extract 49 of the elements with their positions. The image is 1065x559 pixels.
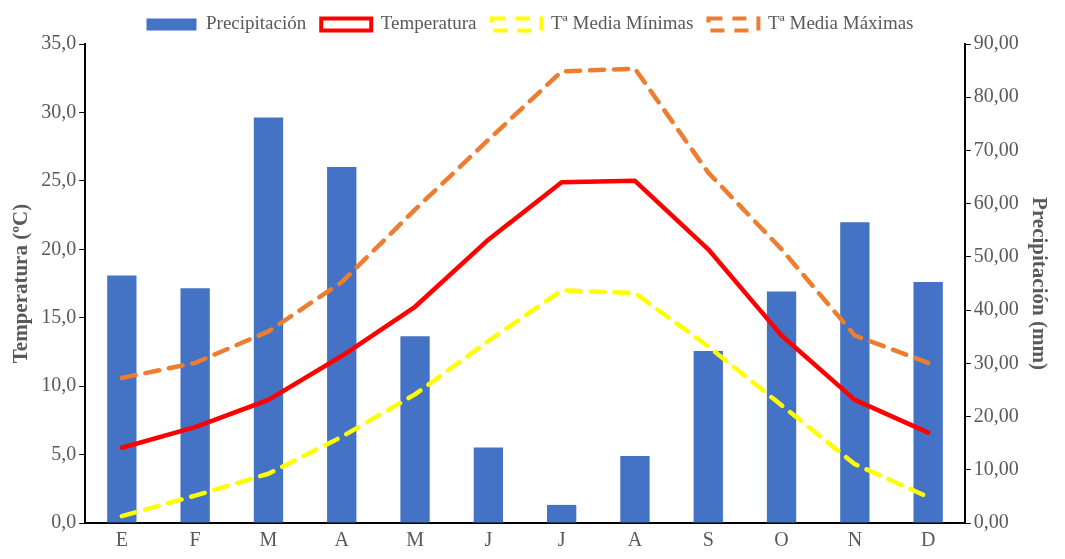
bar bbox=[546, 504, 577, 523]
x-tick-label: F bbox=[189, 528, 201, 551]
x-tick-label: S bbox=[702, 528, 714, 551]
x-tick-label: M bbox=[406, 528, 425, 551]
x-tick-label: A bbox=[627, 528, 643, 551]
x-tick-label: D bbox=[920, 528, 936, 551]
bar bbox=[473, 447, 504, 523]
y2-tick-label: 70,00 bbox=[973, 137, 1019, 160]
x-tick-label: E bbox=[115, 528, 128, 551]
y2-tick-label: 80,00 bbox=[973, 84, 1019, 107]
y-axis-title: Temperatura (ºC) bbox=[8, 203, 33, 364]
y2-axis-title: Precipitación (mm) bbox=[1027, 197, 1052, 370]
y-tick-label: 10,0 bbox=[41, 373, 77, 396]
y-tick-label: 15,0 bbox=[41, 304, 77, 327]
y-tick-label: 35,0 bbox=[41, 31, 77, 54]
y2-tick-label: 50,00 bbox=[973, 244, 1019, 267]
legend-label: Tª Media Mínimas bbox=[550, 12, 694, 34]
y2-tick-label: 60,00 bbox=[973, 190, 1019, 213]
bar bbox=[253, 117, 284, 523]
y-tick-label: 20,0 bbox=[41, 236, 77, 259]
x-tick-label: N bbox=[847, 528, 863, 551]
y-tick-label: 30,0 bbox=[41, 99, 77, 122]
x-tick-label: A bbox=[334, 528, 350, 551]
y2-tick-label: 30,00 bbox=[973, 350, 1019, 373]
x-tick-label: J bbox=[557, 528, 566, 551]
y-tick-label: 0,0 bbox=[51, 510, 77, 533]
y2-tick-label: 20,00 bbox=[973, 403, 1019, 426]
bar bbox=[327, 166, 357, 523]
bar bbox=[766, 291, 797, 523]
bar bbox=[693, 351, 723, 523]
y2-tick-label: 0,00 bbox=[973, 510, 1009, 533]
y-tick-label: 5,0 bbox=[51, 441, 77, 464]
bar bbox=[913, 281, 943, 523]
bar bbox=[107, 275, 137, 523]
legend-label: Precipitación bbox=[206, 12, 307, 34]
y2-tick-label: 90,00 bbox=[973, 31, 1019, 54]
bar bbox=[840, 222, 870, 523]
legend-label: Tª Media Máximas bbox=[767, 12, 914, 34]
x-tick-label: M bbox=[259, 528, 278, 551]
legend-label: Temperatura bbox=[380, 12, 478, 34]
bar bbox=[400, 336, 430, 523]
bar bbox=[620, 455, 650, 523]
x-tick-label: O bbox=[774, 528, 789, 551]
y2-tick-label: 10,00 bbox=[973, 457, 1019, 480]
line-series bbox=[119, 66, 931, 381]
bar bbox=[180, 288, 210, 523]
x-tick-label: J bbox=[484, 528, 493, 551]
y-tick-label: 25,0 bbox=[41, 168, 77, 191]
y2-tick-label: 40,00 bbox=[973, 297, 1019, 320]
